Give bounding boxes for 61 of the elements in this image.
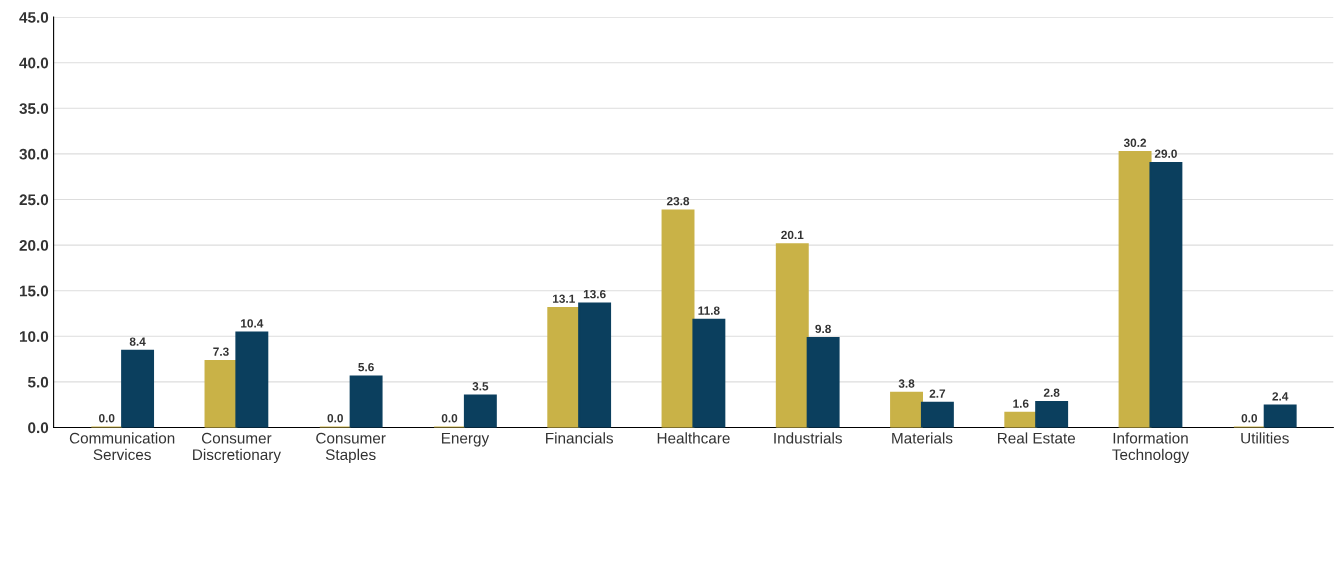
- data-label: 3.8: [898, 379, 915, 388]
- x-tick-label: Materials: [892, 432, 953, 444]
- data-label: 0.0: [98, 414, 115, 423]
- data-label: 20.1: [781, 230, 804, 240]
- data-label: 0.0: [1241, 414, 1258, 423]
- y-tick-label: 10.0: [19, 331, 49, 342]
- bar: [692, 318, 726, 428]
- x-tick-label: Energy: [441, 432, 490, 447]
- bar: [806, 337, 840, 428]
- data-label: 0.0: [441, 414, 458, 423]
- y-tick-label: 25.0: [19, 194, 49, 206]
- data-label: 3.5: [472, 382, 489, 391]
- data-label: 30.2: [1123, 138, 1147, 147]
- data-label: 7.3: [213, 347, 229, 356]
- bar: [349, 375, 383, 428]
- x-tick-label: Communication Services: [69, 432, 175, 461]
- data-label: 9.8: [815, 324, 831, 334]
- y-tick-label: 45.0: [19, 11, 49, 23]
- bar: [204, 359, 238, 428]
- data-label: 2.7: [929, 389, 946, 398]
- bar: [1004, 411, 1038, 428]
- data-label: 29.0: [1154, 149, 1177, 158]
- y-tick-label: 5.0: [27, 376, 49, 388]
- x-tick-label: Utilities: [1241, 432, 1289, 444]
- y-tick-label: 15.0: [19, 285, 49, 297]
- bar: [775, 243, 809, 428]
- bar: [547, 306, 581, 428]
- x-tick-label: Industrials: [774, 432, 842, 444]
- data-label: 11.8: [698, 306, 720, 315]
- bar: [920, 401, 954, 428]
- x-tick-label: Healthcare: [657, 432, 730, 444]
- data-label: 2.4: [1272, 392, 1289, 401]
- bar: [578, 302, 612, 428]
- data-label: 5.6: [358, 362, 374, 372]
- data-label: 1.6: [1013, 399, 1029, 408]
- y-tick-label: 30.0: [19, 148, 49, 160]
- data-label: 13.1: [553, 294, 575, 303]
- bar: [890, 391, 924, 428]
- bar: [235, 331, 269, 428]
- bar: [1118, 151, 1152, 428]
- bar: [661, 209, 695, 428]
- x-tick-label: Real Estate: [997, 432, 1076, 444]
- x-tick-label: Information Technology: [1112, 432, 1190, 464]
- bar: [463, 394, 497, 428]
- x-tick-label: Consumer Staples: [316, 432, 386, 464]
- bar: [1263, 404, 1297, 428]
- y-tick-label: 35.0: [19, 103, 49, 115]
- bar: [1149, 161, 1183, 428]
- y-tick-label: 40.0: [19, 57, 49, 69]
- y-tick-label: 20.0: [19, 239, 49, 251]
- x-tick-label: Consumer Discretionary: [193, 432, 281, 464]
- data-label: 2.8: [1043, 388, 1060, 397]
- data-label: 23.8: [666, 196, 690, 206]
- data-label: 13.6: [583, 290, 606, 299]
- bar: [1035, 400, 1069, 428]
- data-label: 0.0: [327, 414, 343, 423]
- data-label: 10.4: [241, 319, 264, 328]
- bar: [121, 349, 155, 428]
- x-tick-label: Financials: [546, 432, 614, 444]
- data-label: 8.4: [129, 337, 146, 346]
- y-tick-label: 0.0: [28, 422, 49, 434]
